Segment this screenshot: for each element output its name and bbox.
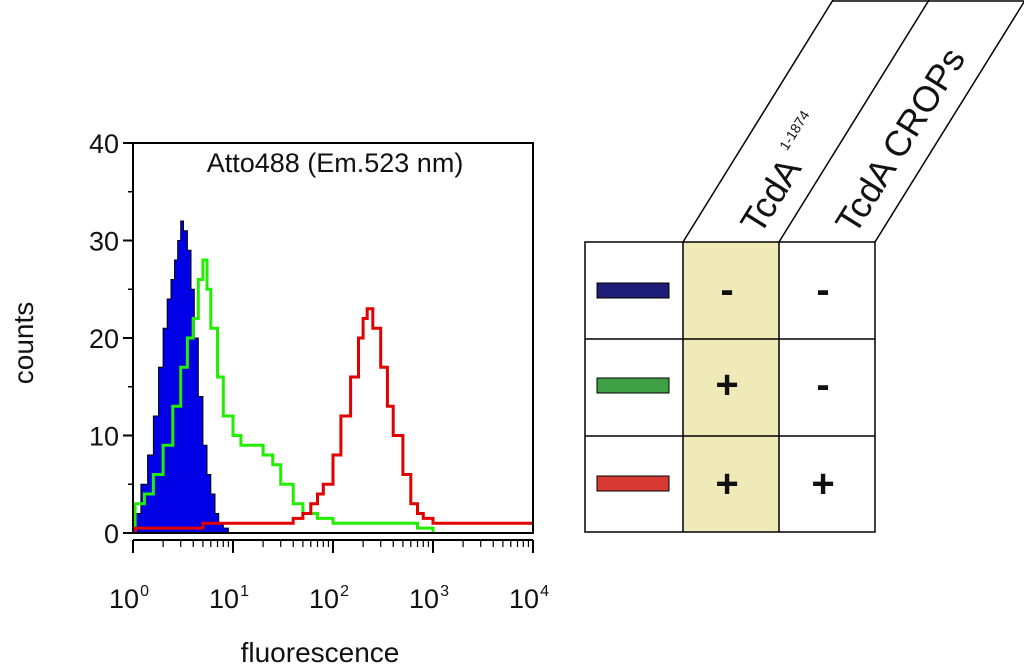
table-frame [584, 241, 876, 533]
y-tick-label: 40 [89, 129, 119, 159]
plot-title: Atto488 (Em.523 nm) [207, 148, 464, 178]
row1-tcda-sign: - [720, 268, 733, 312]
series-green [133, 258, 435, 533]
x-axis: 100 101 102 103 104 [109, 539, 549, 614]
series-red [133, 307, 533, 533]
row2-tcda-sign: + [715, 363, 738, 407]
header-line [682, 0, 834, 243]
highlight-column [683, 242, 779, 532]
y-tick-label: 10 [89, 422, 119, 452]
table-row: - - [596, 268, 830, 312]
x-tick-label: 103 [409, 583, 449, 614]
column-header-tcda-crops: TcdA CROPs [827, 40, 973, 240]
legend-table: TcdA1-1874 TcdA CROPs - - + - + + [584, 0, 1024, 533]
legend-swatch-red [596, 475, 670, 492]
y-tick-label: 30 [89, 227, 119, 257]
legend-swatch-blue [596, 282, 670, 299]
legend-swatch-green [596, 377, 670, 394]
y-axis: 0 10 20 30 40 [89, 129, 133, 549]
header-line [778, 0, 930, 243]
x-axis-title: fluorescence [241, 637, 400, 668]
x-tick-label: 100 [109, 583, 149, 614]
column-header-tcda: TcdA1-1874 [730, 107, 835, 240]
y-axis-title: counts [8, 302, 39, 385]
y-tick-label: 20 [89, 324, 119, 354]
x-tick-label: 104 [509, 583, 549, 614]
row2-crops-sign: - [816, 363, 829, 407]
x-tick-label: 101 [209, 583, 249, 614]
y-tick-label: 0 [104, 519, 119, 549]
row3-tcda-sign: + [715, 462, 738, 506]
row3-crops-sign: + [811, 462, 834, 506]
header-line [874, 1, 1024, 243]
x-tick-label: 102 [309, 583, 349, 614]
series-layer [133, 220, 533, 534]
table-row: + + [596, 462, 835, 506]
table-row: + - [596, 363, 830, 407]
table-header: TcdA1-1874 TcdA CROPs [682, 0, 1024, 243]
row1-crops-sign: - [816, 268, 829, 312]
